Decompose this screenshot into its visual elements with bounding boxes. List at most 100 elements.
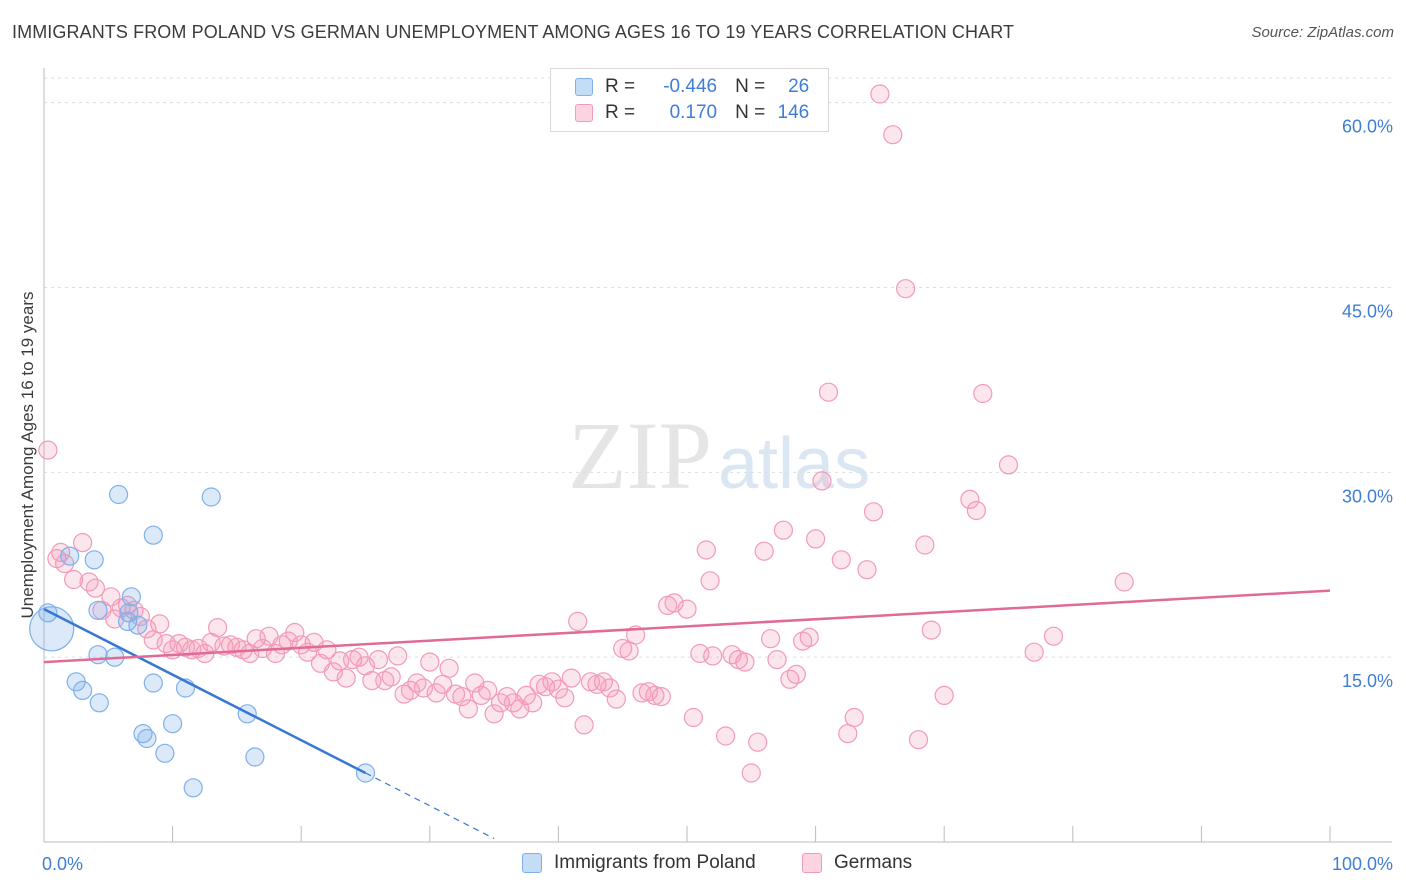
germans-point <box>677 599 697 619</box>
germans-point <box>375 670 395 691</box>
germans-point <box>72 532 93 553</box>
legend-row-germans: R = 0.170 N = 146 <box>575 101 809 125</box>
germans-point <box>915 535 935 555</box>
x-tick-label-max: 100.0% <box>1332 854 1393 874</box>
bottom-legend-label-poland: Immigrants from Poland <box>554 852 756 873</box>
legend-swatch-germans <box>575 104 593 122</box>
germans-point <box>818 382 839 402</box>
germans-point <box>523 693 543 713</box>
germans-point <box>683 707 704 728</box>
germans-point <box>773 520 794 540</box>
poland-point <box>143 673 163 693</box>
germans-point <box>574 715 594 735</box>
poland-point <box>137 728 157 749</box>
germans-point <box>606 689 626 709</box>
germans-point <box>754 541 774 561</box>
germans-point <box>696 540 716 560</box>
germans-point <box>555 688 575 708</box>
legend-r-label: R = <box>605 102 636 123</box>
germans-point <box>458 699 478 719</box>
legend-row-poland: R = -0.446 N = 26 <box>575 75 809 99</box>
legend-r-value-germans: 0.170 <box>669 102 718 123</box>
germans-point <box>741 763 761 783</box>
germans-point <box>651 686 671 707</box>
germans-point <box>735 652 755 672</box>
bottom-legend-poland[interactable]: Immigrants from Poland <box>522 852 756 874</box>
germans-point <box>998 455 1019 475</box>
germans-point <box>857 560 877 580</box>
germans-point <box>208 617 228 638</box>
germans-point <box>452 686 472 707</box>
legend-n-value-germans: 146 <box>777 102 810 123</box>
poland-point <box>84 550 104 570</box>
germans-point <box>484 704 504 724</box>
germans-point <box>703 646 723 666</box>
x-tick-label-min: 0.0% <box>42 854 83 874</box>
bottom-legend-germans[interactable]: Germans <box>802 852 912 874</box>
watermark-zip: ZIP <box>568 402 712 509</box>
y-tick-label: 15.0% <box>1342 671 1393 691</box>
poland-point <box>108 484 129 505</box>
germans-point <box>63 569 84 590</box>
germans-point <box>895 279 916 299</box>
germans-point <box>439 658 459 678</box>
germans-point <box>700 571 720 591</box>
germans-point <box>368 649 388 670</box>
correlation-legend: R = -0.446 N = 26 R = 0.170 N = 146 <box>550 68 829 132</box>
y-tick-label: 45.0% <box>1342 301 1393 321</box>
germans-point <box>478 680 498 701</box>
germans-point <box>645 685 665 706</box>
germans-point <box>838 723 858 744</box>
germans-point <box>568 611 588 632</box>
germans-point <box>921 620 941 640</box>
germans-point <box>805 529 826 549</box>
germans-point <box>960 489 980 509</box>
y-tick-label: 60.0% <box>1342 117 1393 137</box>
germans-point <box>883 125 903 145</box>
poland-point <box>201 487 221 507</box>
germans-point <box>413 678 433 698</box>
germans-point <box>1114 572 1134 592</box>
germans-point <box>760 629 781 649</box>
legend-n-label: N = <box>735 76 766 97</box>
bottom-legend-swatch-germans <box>802 853 822 873</box>
germans-point <box>908 730 929 750</box>
germans-point <box>394 684 414 704</box>
legend-n-value-poland: 26 <box>788 76 810 97</box>
germans-point <box>973 383 993 404</box>
legend-swatch-poland <box>575 78 593 96</box>
bottom-legend-label-germans: Germans <box>834 852 913 873</box>
poland-point <box>88 645 108 665</box>
germans-point <box>285 622 305 643</box>
poland-trend-extension <box>365 772 495 840</box>
germans-point <box>336 668 356 688</box>
poland-point <box>60 546 80 566</box>
poland-trend-line <box>43 607 367 775</box>
poland-point <box>183 778 203 798</box>
poland-point <box>163 714 183 734</box>
germans-point <box>844 707 864 728</box>
watermark-atlas: atlas <box>718 424 870 504</box>
germans-point <box>619 641 639 661</box>
germans-point <box>85 578 106 598</box>
germans-point <box>1024 642 1044 662</box>
poland-point <box>72 680 93 701</box>
source-label: Source: ZipAtlas.com <box>1251 24 1394 41</box>
poland-point <box>121 587 141 607</box>
germans-point <box>150 614 170 634</box>
germans-point <box>812 471 832 491</box>
germans-point <box>381 667 401 687</box>
germans-point <box>1043 626 1064 646</box>
germans-point <box>471 685 491 706</box>
poland-point <box>88 600 108 620</box>
germans-point <box>715 726 736 746</box>
germans-point <box>831 550 851 570</box>
germans-point <box>388 646 408 666</box>
germans-point <box>786 664 806 685</box>
germans-point <box>407 673 427 693</box>
germans-point <box>542 672 562 692</box>
germans-point <box>966 500 987 521</box>
poland-point <box>155 743 175 763</box>
germans-point <box>767 649 787 670</box>
